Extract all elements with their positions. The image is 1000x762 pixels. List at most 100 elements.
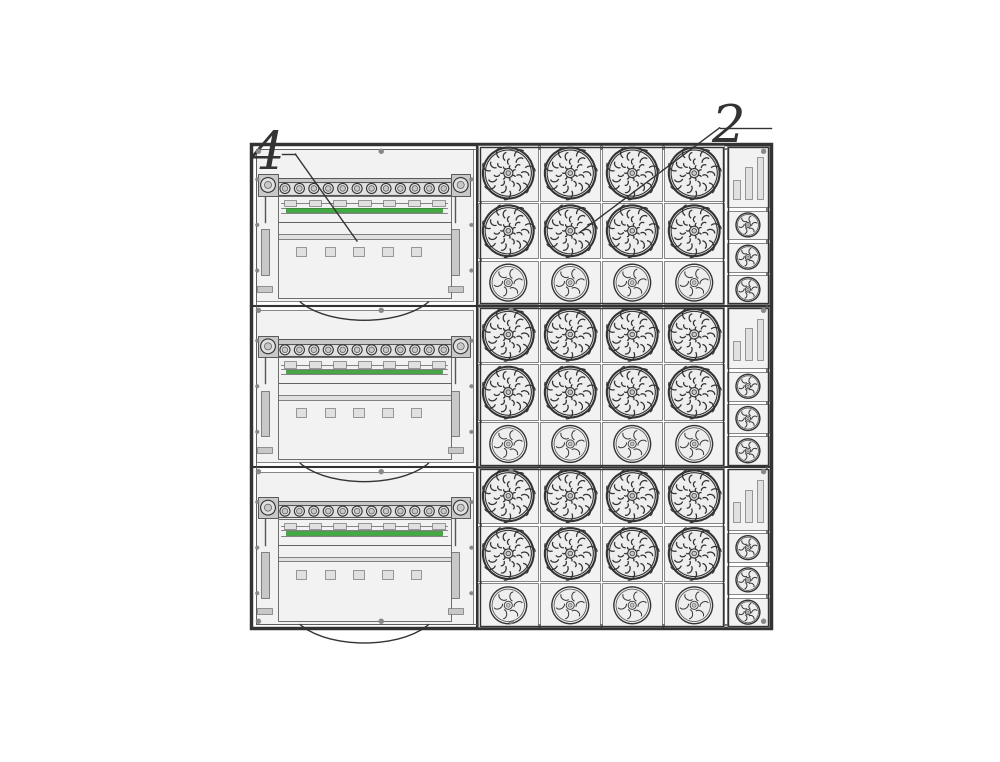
- Circle shape: [323, 344, 333, 355]
- Circle shape: [323, 506, 333, 516]
- Circle shape: [280, 344, 290, 355]
- Circle shape: [747, 611, 749, 613]
- Bar: [478, 526, 538, 581]
- Circle shape: [424, 184, 434, 194]
- Circle shape: [692, 390, 696, 395]
- Bar: [411, 408, 421, 418]
- Bar: [353, 570, 364, 579]
- Circle shape: [352, 184, 362, 194]
- Circle shape: [609, 312, 655, 357]
- Bar: [309, 523, 321, 529]
- Circle shape: [256, 430, 259, 434]
- Circle shape: [607, 206, 658, 256]
- Circle shape: [424, 506, 434, 516]
- Bar: [727, 437, 769, 465]
- Circle shape: [470, 178, 473, 181]
- Circle shape: [294, 184, 304, 194]
- Bar: [382, 408, 393, 418]
- Circle shape: [504, 330, 513, 339]
- Circle shape: [261, 339, 275, 354]
- Circle shape: [504, 491, 513, 501]
- Bar: [256, 149, 766, 623]
- Circle shape: [547, 530, 593, 577]
- Circle shape: [504, 279, 512, 287]
- Circle shape: [395, 344, 405, 355]
- Circle shape: [509, 308, 513, 312]
- Bar: [727, 469, 769, 530]
- Circle shape: [297, 347, 302, 353]
- Bar: [278, 519, 451, 545]
- Circle shape: [506, 494, 511, 498]
- Circle shape: [483, 367, 534, 418]
- Circle shape: [692, 494, 696, 498]
- Circle shape: [678, 267, 710, 299]
- Circle shape: [692, 280, 696, 284]
- Circle shape: [669, 148, 720, 198]
- Bar: [478, 261, 538, 305]
- Circle shape: [485, 369, 531, 415]
- Bar: [278, 182, 451, 194]
- Bar: [757, 319, 763, 360]
- Circle shape: [690, 279, 698, 287]
- Circle shape: [256, 501, 259, 504]
- Circle shape: [441, 347, 446, 353]
- Bar: [540, 584, 600, 627]
- Circle shape: [609, 472, 655, 519]
- Bar: [258, 336, 278, 357]
- Circle shape: [761, 619, 766, 623]
- Circle shape: [568, 390, 573, 395]
- Circle shape: [256, 308, 261, 312]
- Circle shape: [737, 247, 758, 267]
- Circle shape: [690, 330, 699, 339]
- Circle shape: [609, 150, 655, 196]
- Circle shape: [383, 508, 389, 514]
- Bar: [383, 361, 395, 368]
- Circle shape: [453, 501, 468, 515]
- Circle shape: [614, 264, 651, 301]
- Circle shape: [338, 184, 348, 194]
- Bar: [602, 468, 662, 523]
- Circle shape: [545, 309, 596, 360]
- Circle shape: [338, 344, 348, 355]
- Circle shape: [552, 264, 589, 301]
- Circle shape: [609, 208, 655, 254]
- Circle shape: [485, 312, 531, 357]
- Bar: [480, 146, 723, 303]
- Circle shape: [441, 508, 446, 514]
- Bar: [284, 361, 296, 368]
- Circle shape: [745, 416, 751, 421]
- Circle shape: [671, 472, 717, 519]
- Bar: [309, 361, 321, 368]
- Bar: [664, 422, 724, 466]
- Circle shape: [737, 376, 758, 397]
- Bar: [540, 422, 600, 466]
- Circle shape: [554, 267, 586, 299]
- Circle shape: [427, 347, 432, 353]
- Circle shape: [470, 430, 473, 434]
- Bar: [258, 497, 278, 518]
- Circle shape: [692, 229, 696, 233]
- Circle shape: [761, 469, 766, 474]
- Bar: [727, 210, 769, 239]
- Bar: [286, 531, 442, 535]
- Bar: [733, 341, 740, 360]
- Circle shape: [264, 504, 272, 511]
- Circle shape: [506, 332, 511, 337]
- Circle shape: [607, 309, 658, 360]
- Bar: [278, 545, 451, 620]
- Bar: [757, 157, 763, 199]
- Circle shape: [509, 149, 513, 154]
- Bar: [727, 275, 769, 304]
- Circle shape: [379, 619, 384, 623]
- Bar: [411, 247, 421, 256]
- Bar: [733, 180, 740, 199]
- Circle shape: [736, 439, 760, 463]
- Bar: [278, 557, 451, 562]
- Circle shape: [736, 277, 760, 302]
- Circle shape: [264, 181, 272, 188]
- Bar: [664, 261, 724, 305]
- Circle shape: [745, 255, 751, 260]
- Bar: [448, 447, 463, 453]
- Bar: [278, 505, 451, 517]
- Circle shape: [676, 587, 713, 624]
